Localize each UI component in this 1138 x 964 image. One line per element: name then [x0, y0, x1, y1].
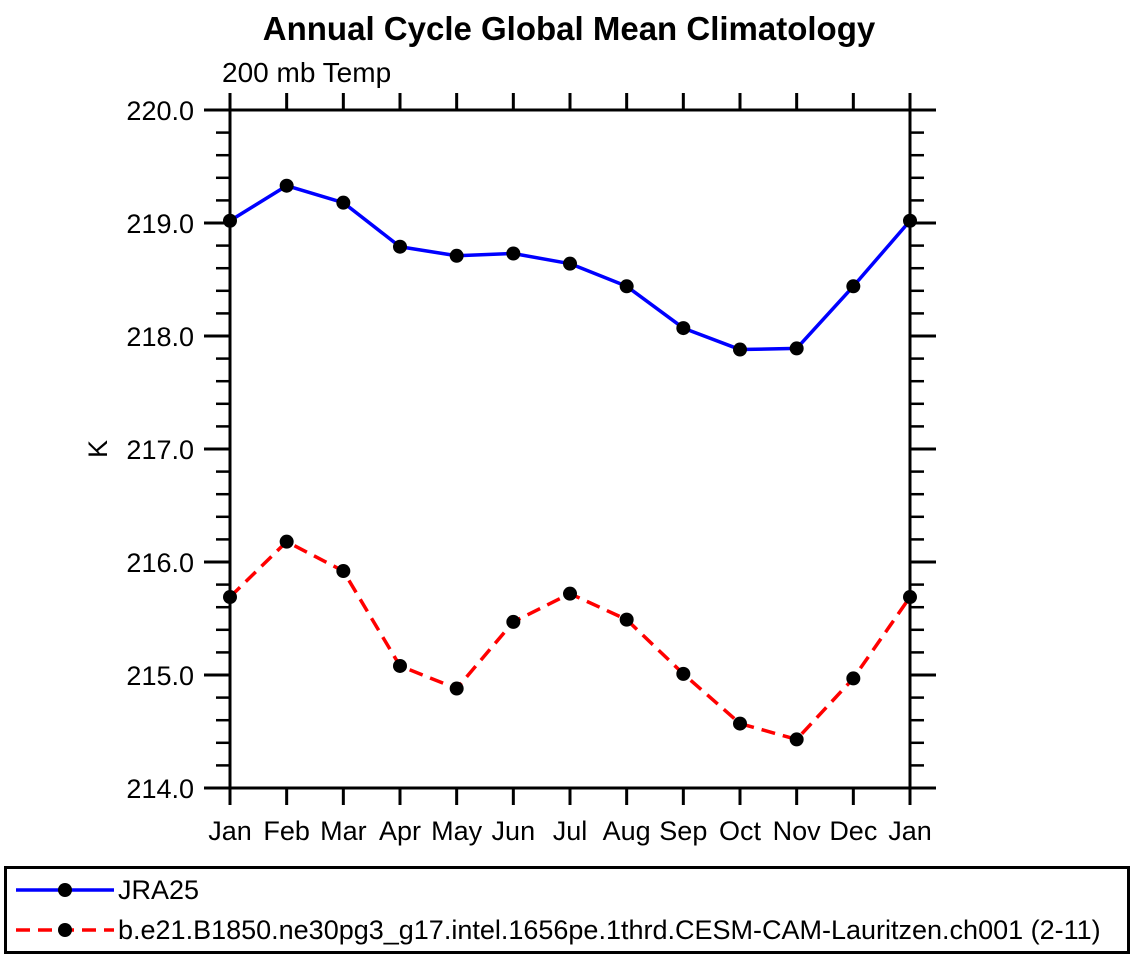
- x-tick-label: Jan: [888, 816, 932, 846]
- legend-circle-marker-icon: [58, 883, 72, 897]
- data-point-marker-1: [279, 534, 294, 549]
- data-point-marker-0: [279, 178, 294, 193]
- y-tick-label: 215.0: [126, 661, 194, 691]
- data-point-marker-1: [223, 590, 237, 605]
- chart-subtitle: 200 mb Temp: [222, 57, 392, 88]
- y-tick-label: 219.0: [126, 209, 194, 239]
- data-point-marker-0: [789, 341, 804, 356]
- axis-frame: [228, 108, 912, 790]
- x-tick-label: Nov: [773, 816, 822, 846]
- y-tick-label: 218.0: [126, 322, 194, 352]
- data-point-marker-0: [903, 213, 917, 228]
- data-point-marker-1: [506, 614, 521, 629]
- y-tick-label: 220.0: [126, 96, 194, 126]
- data-point-marker-0: [846, 279, 861, 294]
- data-point-marker-0: [223, 213, 237, 228]
- data-point-marker-1: [336, 564, 351, 579]
- data-point-marker-1: [393, 658, 407, 673]
- data-point-marker-1: [789, 732, 804, 747]
- data-point-marker-0: [676, 321, 691, 336]
- data-point-marker-0: [619, 279, 634, 294]
- x-tick-label: Sep: [659, 816, 707, 846]
- x-tick-label: Aug: [603, 816, 651, 846]
- data-point-marker-1: [903, 590, 917, 605]
- data-point-marker-1: [676, 666, 691, 681]
- x-tick-label: Mar: [320, 816, 367, 846]
- y-tick-label: 214.0: [126, 774, 194, 804]
- legend-line-sample-solid: [16, 883, 114, 897]
- legend-item-label: JRA25: [118, 875, 200, 905]
- y-tick-label: 217.0: [126, 435, 194, 465]
- data-point-marker-1: [846, 671, 861, 686]
- page-title: Annual Cycle Global Mean Climatology: [262, 10, 876, 47]
- x-tick-label: Jul: [553, 816, 588, 846]
- x-tick-label: Feb: [263, 816, 310, 846]
- x-tick-label: Apr: [379, 816, 421, 846]
- data-point-marker-0: [733, 342, 747, 357]
- legend-box: JRA25 b.e21.B1850.ne30pg3_g17.intel.1656…: [4, 866, 1130, 954]
- legend-item-label: b.e21.B1850.ne30pg3_g17.intel.1656pe.1th…: [118, 915, 1101, 945]
- data-point-marker-0: [506, 246, 521, 261]
- plot-area: Jan Feb Mar Apr May Jun Jul Aug Sep Oct Nov Dec Jan 2…: [83, 93, 936, 846]
- y-tick-label: 216.0: [126, 548, 194, 578]
- x-tick-label: Dec: [829, 816, 877, 846]
- legend-circle-marker-icon: [58, 923, 72, 937]
- series-line-1: [228, 539, 912, 742]
- x-tick-label: Jun: [492, 816, 536, 846]
- legend-item: b.e21.B1850.ne30pg3_g17.intel.1656pe.1th…: [11, 911, 1127, 949]
- data-point-marker-1: [733, 716, 747, 731]
- y-axis-label: K: [83, 440, 113, 458]
- x-tick-label: Jan: [208, 816, 252, 846]
- x-tick-label: May: [431, 816, 483, 846]
- data-point-marker-0: [393, 239, 407, 254]
- data-point-marker-0: [336, 195, 351, 210]
- data-point-marker-0: [449, 248, 464, 263]
- x-tick-label: Oct: [719, 816, 762, 846]
- legend-line-sample-dashed: [16, 923, 114, 937]
- data-point-marker-1: [619, 612, 634, 627]
- data-point-marker-1: [563, 586, 577, 601]
- data-point-marker-0: [563, 256, 577, 271]
- legend-item: JRA25: [11, 871, 1127, 909]
- data-point-marker-1: [449, 681, 464, 696]
